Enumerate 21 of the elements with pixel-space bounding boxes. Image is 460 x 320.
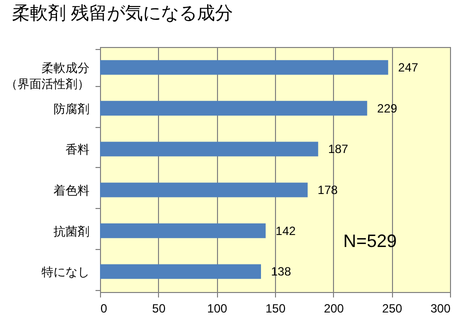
y-tick-label: 防腐剤 xyxy=(54,102,90,116)
data-label: 142 xyxy=(276,224,296,238)
y-tick-label: 抗菌剤 xyxy=(54,224,90,238)
annotation: N=529 xyxy=(343,231,397,251)
x-tick-label: 200 xyxy=(324,302,344,316)
x-tick-label: 0 xyxy=(100,302,108,316)
chart-title: 柔軟剤 残留が気になる成分 xyxy=(12,3,234,23)
data-label: 178 xyxy=(318,182,338,197)
y-tick-label: 柔軟成分（界面活性剤） xyxy=(6,60,90,91)
y-tick-label: 着色料 xyxy=(54,183,90,198)
data-label: 247 xyxy=(398,60,419,74)
y-tick-label: 香料 xyxy=(66,142,90,157)
x-tick-label: 300 xyxy=(430,302,451,316)
x-tick-label: 100 xyxy=(207,302,228,316)
x-tick-label: 250 xyxy=(382,302,402,316)
x-tick-label: 50 xyxy=(152,302,166,316)
data-label: 187 xyxy=(328,142,349,156)
y-tick-label: 特になし xyxy=(42,265,90,280)
x-tick-label: 150 xyxy=(265,302,286,316)
data-label: 138 xyxy=(271,264,292,279)
data-label: 229 xyxy=(377,101,398,116)
